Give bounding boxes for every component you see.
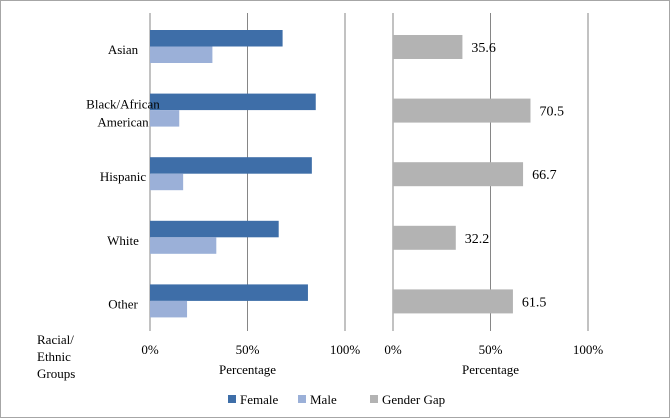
x-axis-title: Percentage [219,362,276,377]
x-tick-label: 50% [479,342,503,357]
category-label: Black/African [86,97,160,112]
legend-swatch-0 [228,395,236,403]
x-tick-label: 50% [236,342,260,357]
data-label: 32.2 [465,232,490,247]
legend-swatch-1 [298,395,306,403]
data-label: 61.5 [522,295,547,310]
category-label: Other [108,296,138,311]
data-label: 66.7 [532,168,557,183]
bar-gender-gap-4 [393,289,513,314]
category-label: Asian [108,42,139,57]
right-panel-gender-gap: 0% 50% 100% Percentage 35.6 70.5 66.7 32.2 61.5 [384,13,603,377]
bar-female-4 [150,284,308,301]
legend-label: Male [310,392,337,407]
legend: Female Male Gender Gap [228,392,445,407]
bar-gender-gap-1 [393,98,531,123]
category-label: White [107,233,139,248]
x-tick-label: 0% [141,342,159,357]
bar-gender-gap-3 [393,225,456,250]
bar-male-3 [150,237,217,254]
bar-male-1 [150,110,180,127]
bar-female-1 [150,93,316,111]
legend-label: Gender Gap [382,392,445,407]
category-axis-title: Groups [37,366,75,381]
x-tick-label: 100% [573,342,604,357]
data-label: 35.6 [471,41,496,56]
bar-female-2 [150,157,312,174]
bar-female-0 [150,30,283,47]
x-axis-title: Percentage [462,362,519,377]
left-panel-female-male: 0% 50% 100% Percentage Asian Black/African Ame… [37,13,360,381]
bar-male-4 [150,300,188,318]
category-axis-title: Ethnic [37,349,71,364]
legend-swatch-2 [370,395,378,403]
bar-male-2 [150,173,184,191]
bar-gender-gap-2 [393,162,524,187]
x-tick-label: 100% [330,342,361,357]
x-tick-label: 0% [384,342,402,357]
bar-female-3 [150,220,279,238]
legend-label: Female [240,392,278,407]
bar-gender-gap-0 [393,35,463,59]
category-label: American [97,115,149,130]
data-label: 70.5 [539,105,564,120]
category-axis-title: Racial/ [37,332,74,347]
bar-male-0 [150,46,213,63]
category-label: Hispanic [100,169,146,184]
